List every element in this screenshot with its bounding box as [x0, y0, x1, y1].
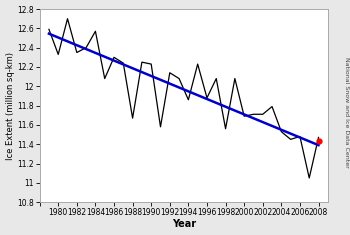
X-axis label: Year: Year — [172, 219, 196, 229]
Y-axis label: Ice Extent (million sq-km): Ice Extent (million sq-km) — [6, 52, 15, 160]
Text: National Snow and Ice Data Center: National Snow and Ice Data Center — [344, 57, 349, 168]
